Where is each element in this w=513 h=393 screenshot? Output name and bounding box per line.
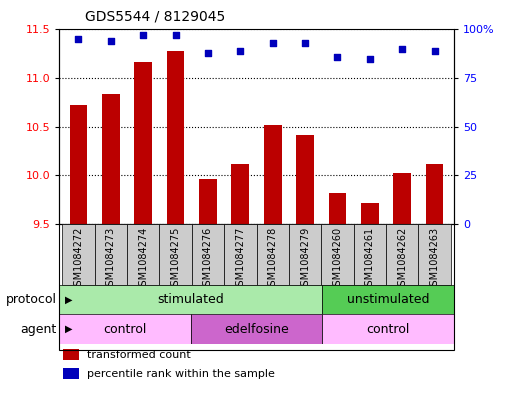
Text: GSM1084273: GSM1084273 <box>106 227 116 292</box>
Text: GSM1084272: GSM1084272 <box>73 227 84 292</box>
Point <box>333 53 342 60</box>
Bar <box>322 314 454 344</box>
Point <box>269 40 277 46</box>
Point <box>74 36 83 42</box>
Bar <box>70 105 87 224</box>
Text: protocol: protocol <box>6 293 56 306</box>
Text: GSM1084274: GSM1084274 <box>138 227 148 292</box>
Bar <box>224 224 256 285</box>
Text: percentile rank within the sample: percentile rank within the sample <box>87 369 274 379</box>
Text: GSM1084276: GSM1084276 <box>203 227 213 292</box>
Bar <box>426 164 443 224</box>
Bar <box>59 314 191 344</box>
Bar <box>289 224 321 285</box>
Point <box>204 50 212 56</box>
Point <box>398 46 406 52</box>
Bar <box>256 224 289 285</box>
Text: GDS5544 / 8129045: GDS5544 / 8129045 <box>85 9 225 24</box>
Text: GSM1084275: GSM1084275 <box>170 227 181 292</box>
Bar <box>353 224 386 285</box>
Bar <box>160 224 192 285</box>
Bar <box>59 29 454 350</box>
Bar <box>59 285 322 314</box>
Point <box>139 32 147 39</box>
Text: GSM1084262: GSM1084262 <box>397 227 407 292</box>
Text: GSM1084260: GSM1084260 <box>332 227 343 292</box>
Bar <box>127 224 160 285</box>
Text: transformed count: transformed count <box>87 350 190 360</box>
Bar <box>192 224 224 285</box>
Bar <box>102 94 120 224</box>
Point <box>366 55 374 62</box>
Text: ▶: ▶ <box>65 324 73 334</box>
Text: GSM1084279: GSM1084279 <box>300 227 310 292</box>
Bar <box>63 349 79 360</box>
Bar <box>386 224 419 285</box>
Bar <box>393 173 411 224</box>
Point <box>171 32 180 39</box>
Point <box>301 40 309 46</box>
Bar <box>199 179 217 224</box>
Text: control: control <box>366 323 410 336</box>
Text: unstimulated: unstimulated <box>347 293 429 306</box>
Point <box>430 48 439 54</box>
Point <box>107 38 115 44</box>
Point <box>236 48 244 54</box>
Text: edelfosine: edelfosine <box>224 323 289 336</box>
Text: stimulated: stimulated <box>157 293 224 306</box>
Bar <box>62 224 94 285</box>
Text: GSM1084263: GSM1084263 <box>429 227 440 292</box>
Bar <box>63 368 79 379</box>
Bar <box>134 62 152 224</box>
Text: GSM1084278: GSM1084278 <box>268 227 278 292</box>
Bar <box>419 224 451 285</box>
Bar <box>328 193 346 224</box>
Bar <box>191 314 322 344</box>
Bar <box>94 224 127 285</box>
Text: GSM1084261: GSM1084261 <box>365 227 375 292</box>
Bar <box>361 203 379 224</box>
Bar <box>296 134 314 224</box>
Text: ▶: ▶ <box>65 295 73 305</box>
Bar <box>231 164 249 224</box>
Text: agent: agent <box>20 323 56 336</box>
Bar <box>322 285 454 314</box>
Bar <box>167 51 185 224</box>
Bar <box>264 125 282 224</box>
Text: GSM1084277: GSM1084277 <box>235 227 245 292</box>
Text: control: control <box>103 323 147 336</box>
Bar <box>321 224 353 285</box>
